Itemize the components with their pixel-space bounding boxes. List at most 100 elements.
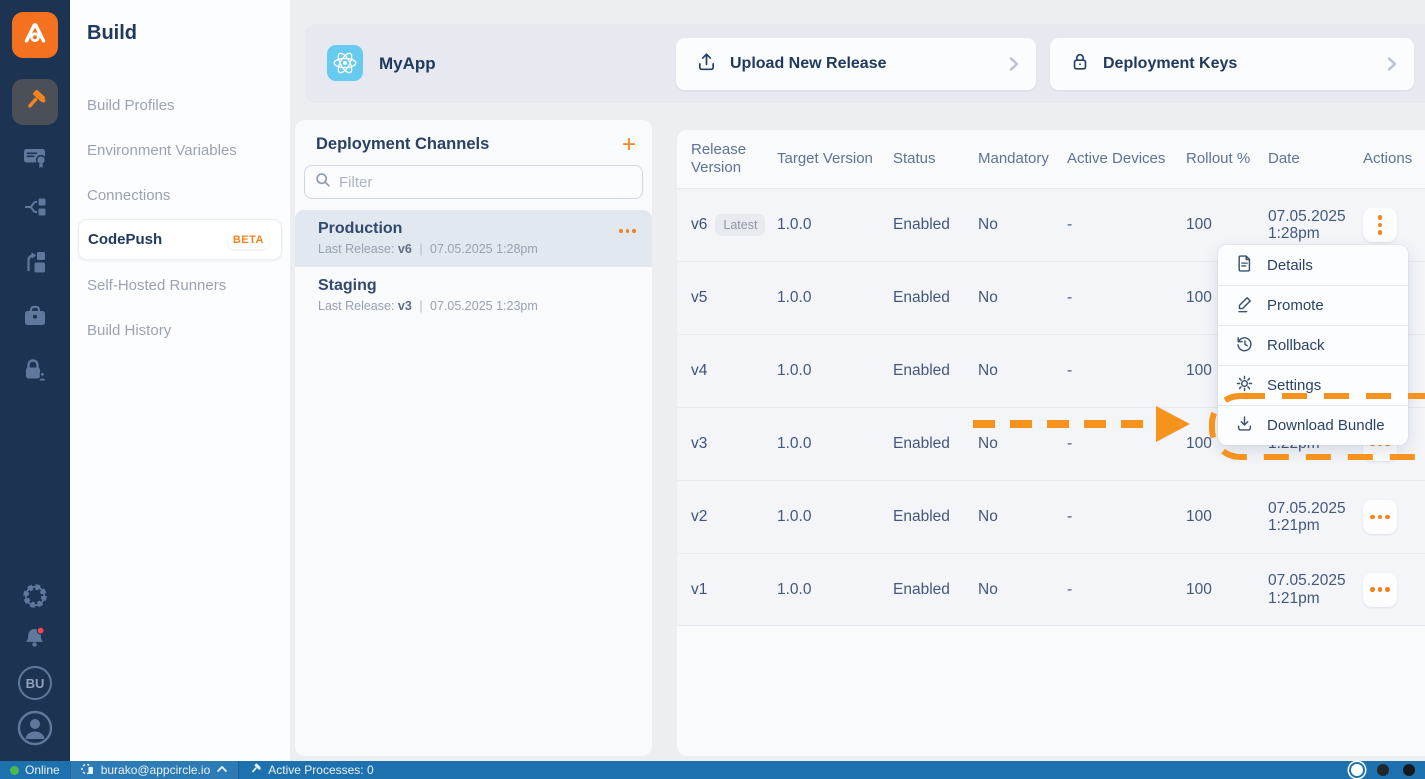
- row-actions-button[interactable]: [1363, 572, 1397, 607]
- channel-last-release: Last Release: v3 | 07.05.2025 1:23pm: [318, 299, 538, 313]
- target-version: 1.0.0: [777, 580, 812, 598]
- rollout: 100: [1186, 580, 1212, 598]
- sidebar-item-self-hosted-runners[interactable]: Self-Hosted Runners: [87, 276, 227, 294]
- status: Enabled: [893, 508, 950, 525]
- status: Enabled: [893, 216, 950, 233]
- account-menu[interactable]: burako@appcircle.io: [69, 761, 239, 779]
- rollout: 100: [1186, 508, 1212, 525]
- ellipsis-icon: [1370, 514, 1390, 520]
- menu-item-rollback[interactable]: Rollback: [1218, 325, 1408, 365]
- status: Enabled: [893, 289, 950, 306]
- target-version: 1.0.0: [777, 289, 812, 306]
- col-active-devices: Active Devices: [1067, 150, 1166, 167]
- theme-light-dot[interactable]: [1351, 764, 1363, 776]
- menu-item-label: Promote: [1267, 297, 1324, 314]
- lock-icon: [1070, 51, 1090, 77]
- menu-item-promote[interactable]: Promote: [1218, 285, 1408, 325]
- sidebar-item-connections[interactable]: Connections: [87, 186, 171, 204]
- target-version: 1.0.0: [777, 362, 812, 379]
- menu-item-download-bundle[interactable]: Download Bundle: [1218, 405, 1408, 445]
- bell-icon: [23, 626, 47, 657]
- status-bar: Online burako@appcircle.io Active Proces…: [0, 761, 1425, 779]
- rollout: 100: [1186, 216, 1212, 233]
- release-date: 07.05.2025 1:28pm: [1268, 207, 1346, 243]
- gear-icon: [1235, 374, 1254, 397]
- document-icon: [1235, 254, 1254, 277]
- sidebar-title: Build: [87, 22, 137, 44]
- organization-avatar[interactable]: BU: [0, 666, 70, 700]
- testing-distribution-button[interactable]: [0, 196, 70, 223]
- mandatory: No: [978, 289, 998, 306]
- publish-module-button[interactable]: [0, 250, 70, 279]
- channel-options-button[interactable]: [619, 229, 636, 233]
- hammer-icon-small: [249, 762, 262, 778]
- menu-item-label: Rollback: [1267, 337, 1325, 354]
- active-devices: -: [1067, 580, 1073, 598]
- theme-dark-dot[interactable]: [1403, 764, 1415, 776]
- appcircle-logo[interactable]: [12, 12, 58, 58]
- certificate-icon: [23, 146, 48, 175]
- active-processes-label: Active Processes: 0: [268, 763, 374, 777]
- deployment-keys-label: Deployment Keys: [1103, 55, 1238, 72]
- latest-badge: Latest: [715, 214, 766, 236]
- app-header: MyApp Upload New Release Deployment Keys: [305, 24, 1425, 103]
- signing-identities-button[interactable]: [0, 146, 70, 175]
- access-management-button[interactable]: [0, 358, 70, 387]
- deployment-keys-button[interactable]: Deployment Keys: [1050, 38, 1414, 90]
- theme-dim-dot[interactable]: [1377, 764, 1389, 776]
- mandatory: No: [978, 362, 998, 379]
- channel-filter-input[interactable]: [339, 173, 632, 191]
- account-email: burako@appcircle.io: [100, 763, 211, 777]
- sidebar-item-build-profiles[interactable]: Build Profiles: [87, 96, 175, 114]
- upload-new-release-button[interactable]: Upload New Release: [676, 38, 1036, 90]
- row-actions-button-open[interactable]: [1363, 208, 1397, 242]
- chevron-right-icon: [1006, 55, 1022, 73]
- menu-item-label: Settings: [1267, 377, 1322, 394]
- col-release-version: Release Version: [691, 141, 747, 176]
- mandatory: No: [978, 580, 998, 598]
- notifications-button[interactable]: [0, 626, 70, 657]
- status: Enabled: [893, 580, 950, 598]
- hammer-icon: [22, 87, 48, 118]
- channel-item-staging[interactable]: Staging Last Release: v3 | 07.05.2025 1:…: [295, 267, 652, 324]
- rollout: 100: [1186, 362, 1212, 379]
- kebab-icon: [1377, 215, 1383, 235]
- col-target-version: Target Version: [777, 150, 873, 167]
- release-version: v5: [691, 289, 708, 306]
- menu-item-details[interactable]: Details: [1218, 245, 1408, 285]
- theme-switcher: [1351, 764, 1425, 776]
- release-date: 07.05.2025 1:21pm: [1268, 572, 1346, 607]
- sidebar-item-environment-variables[interactable]: Environment Variables: [87, 141, 237, 159]
- enterprise-store-button[interactable]: [0, 305, 70, 332]
- download-icon: [1235, 414, 1254, 437]
- icon-rail: BU: [0, 0, 70, 761]
- sidebar-item-codepush[interactable]: CodePush BETA: [78, 219, 282, 260]
- pencil-icon: [1235, 294, 1254, 317]
- rollout: 100: [1186, 289, 1212, 306]
- release-version: v3: [691, 435, 708, 452]
- channel-item-production[interactable]: Production Last Release: v6 | 07.05.2025…: [295, 210, 652, 267]
- rollout: 100: [1186, 435, 1212, 452]
- active-processes[interactable]: Active Processes: 0: [238, 761, 383, 779]
- target-version: 1.0.0: [777, 216, 812, 233]
- table-row: v2 1.0.0 Enabled No - 100 07.05.2025 1:21…: [677, 480, 1425, 553]
- row-actions-button[interactable]: [1363, 500, 1397, 534]
- release-date: 07.05.2025 1:21pm: [1268, 499, 1346, 535]
- build-module-button[interactable]: [12, 79, 58, 125]
- status: Enabled: [893, 362, 950, 379]
- channel-list: Production Last Release: v6 | 07.05.2025…: [295, 210, 652, 324]
- user-avatar[interactable]: [0, 710, 70, 751]
- target-version: 1.0.0: [777, 508, 812, 525]
- menu-item-settings[interactable]: Settings: [1218, 365, 1408, 405]
- add-channel-button[interactable]: +: [621, 130, 636, 158]
- sidebar-item-build-history[interactable]: Build History: [87, 321, 172, 339]
- search-icon: [315, 172, 331, 193]
- active-devices: -: [1067, 289, 1073, 306]
- person-avatar-icon: [17, 710, 53, 751]
- release-version: v2: [691, 508, 708, 525]
- chevron-right-icon: [1384, 55, 1400, 73]
- module-wheel-button[interactable]: [0, 583, 70, 614]
- online-dot-icon: [10, 765, 19, 775]
- release-version: v6: [691, 216, 708, 233]
